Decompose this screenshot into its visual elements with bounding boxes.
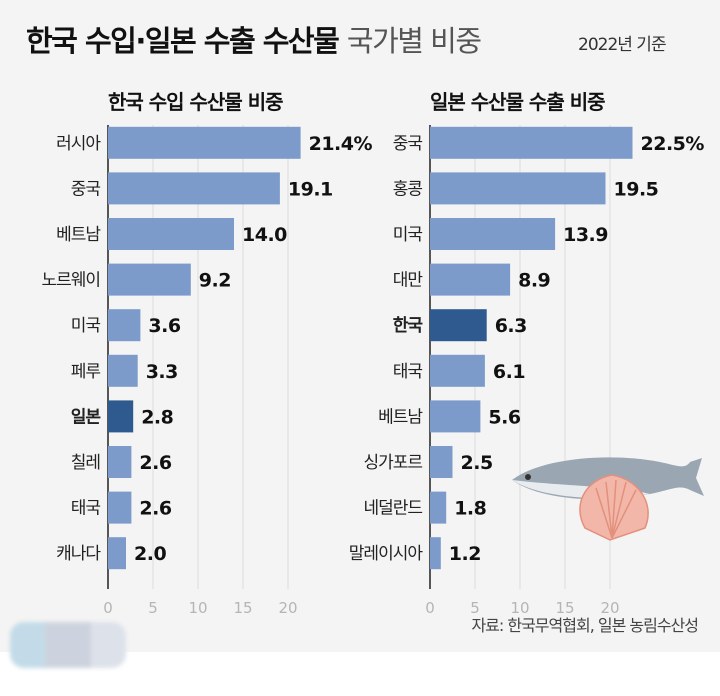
bar <box>108 218 234 250</box>
x-tick-label: 10 <box>188 599 207 617</box>
bar <box>430 218 556 250</box>
x-tick-label: 20 <box>600 599 619 617</box>
value-label: 1.2 <box>449 543 481 565</box>
x-tick-label: 5 <box>470 599 480 617</box>
value-label: 1.8 <box>454 498 486 520</box>
category-label: 대만 <box>393 271 424 291</box>
page-title: 한국 수입·일본 수출 수산물 국가별 비중 <box>26 18 482 60</box>
value-label: 3.6 <box>148 315 180 337</box>
scallop-icon <box>579 474 649 541</box>
category-label: 미국 <box>71 316 101 336</box>
bar <box>108 354 138 387</box>
basis-year: 2022년 기준 <box>578 35 667 55</box>
x-tick-label: 5 <box>148 599 158 617</box>
x-tick-label: 15 <box>233 599 252 617</box>
bar <box>430 446 453 478</box>
bar <box>108 126 301 159</box>
title-light: 국가별 비중 <box>346 24 482 58</box>
value-label: 6.3 <box>495 315 527 337</box>
x-tick-label: 20 <box>278 599 297 617</box>
bar <box>430 354 485 387</box>
category-label: 캐나다 <box>56 544 101 564</box>
value-label: 13.9 <box>563 224 608 246</box>
title-bold: 한국 수입·일본 수출 수산물 <box>26 24 340 58</box>
value-label: 2.5 <box>461 452 493 474</box>
bar <box>430 491 447 524</box>
bar <box>430 172 606 205</box>
value-label: 5.6 <box>488 406 520 428</box>
category-label: 중국 <box>393 134 423 154</box>
value-label: 2.6 <box>139 452 171 474</box>
category-label: 네덜란드 <box>363 499 422 519</box>
category-label: 노르웨이 <box>41 271 100 291</box>
bar <box>108 537 126 570</box>
value-label: 14.0 <box>242 224 287 246</box>
category-label: 미국 <box>393 225 423 245</box>
value-label: 2.8 <box>141 406 173 428</box>
bar <box>108 172 280 205</box>
bar <box>108 446 132 478</box>
bar <box>108 491 132 524</box>
category-label: 일본 <box>71 407 102 427</box>
bar <box>108 309 141 342</box>
category-label: 말레이시아 <box>349 544 424 564</box>
bar <box>430 263 511 296</box>
category-label: 페루 <box>71 362 101 382</box>
category-label: 러시아 <box>56 134 101 154</box>
category-label: 칠레 <box>71 453 100 473</box>
category-label: 베트남 <box>56 225 101 245</box>
value-label: 9.2 <box>199 270 231 292</box>
value-label: 19.1 <box>288 178 333 200</box>
value-label: 22.5% <box>641 133 705 155</box>
x-tick-label: 10 <box>510 599 529 617</box>
value-label: 6.1 <box>493 361 525 383</box>
bar <box>108 400 134 433</box>
value-label: 21.4% <box>309 133 373 155</box>
bar <box>430 126 633 159</box>
category-label: 홍콩 <box>393 179 423 199</box>
value-label: 3.3 <box>146 361 178 383</box>
right-chart-title: 일본 수산물 수출 비중 <box>430 90 605 114</box>
category-label: 한국 <box>393 316 424 336</box>
bar <box>430 309 487 342</box>
category-label: 중국 <box>71 179 101 199</box>
category-label: 태국 <box>71 499 101 519</box>
value-label: 19.5 <box>614 178 659 200</box>
left-chart-title: 한국 수입 수산물 비중 <box>108 90 283 114</box>
blurred-logo <box>10 622 126 668</box>
x-tick-label: 15 <box>555 599 574 617</box>
value-label: 8.9 <box>518 270 550 292</box>
bar <box>430 537 441 570</box>
category-label: 태국 <box>393 362 423 382</box>
x-tick-label: 0 <box>425 599 435 617</box>
x-tick-label: 0 <box>103 599 113 617</box>
category-label: 싱가포르 <box>363 453 422 473</box>
value-label: 2.0 <box>134 543 166 565</box>
source-note: 자료: 한국무역협회, 일본 농림수산성 <box>471 616 699 635</box>
category-label: 베트남 <box>378 407 423 427</box>
value-label: 2.6 <box>139 498 171 520</box>
bar <box>430 400 481 433</box>
bar <box>108 263 191 296</box>
